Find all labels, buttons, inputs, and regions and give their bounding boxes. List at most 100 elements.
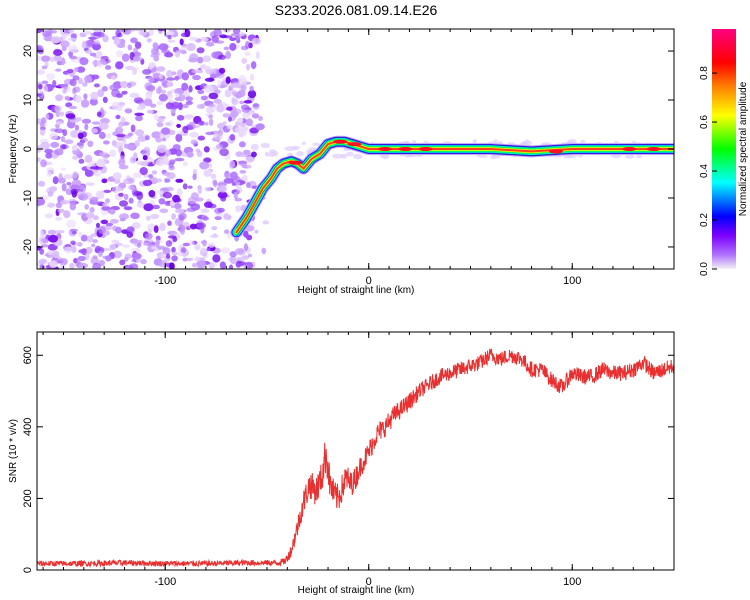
noise-blob bbox=[82, 82, 88, 87]
noise-blob bbox=[213, 233, 218, 238]
snr-x-tick-label: 0 bbox=[366, 576, 372, 588]
noise-blob bbox=[223, 46, 230, 51]
spectrogram-y-tick-label: 0 bbox=[22, 146, 34, 152]
noise-blob bbox=[60, 144, 67, 150]
noise-blob bbox=[54, 148, 64, 156]
snr-x-tick-label: 100 bbox=[563, 576, 581, 588]
noise-blob bbox=[249, 127, 259, 134]
noise-blob bbox=[98, 226, 106, 235]
noise-blob bbox=[175, 178, 184, 183]
noise-blob bbox=[234, 126, 243, 134]
noise-blob bbox=[44, 213, 54, 219]
noise-blob bbox=[105, 198, 110, 204]
noise-blob bbox=[214, 89, 221, 94]
noise-blob bbox=[162, 191, 173, 199]
noise-blob bbox=[250, 61, 257, 70]
snr-frame bbox=[36, 331, 675, 571]
ridge-peak bbox=[548, 149, 563, 154]
noise-blob bbox=[110, 75, 116, 81]
noise-blob bbox=[204, 122, 209, 126]
noise-blob bbox=[118, 192, 124, 197]
noise-blob bbox=[229, 83, 240, 88]
noise-blob bbox=[234, 197, 243, 202]
noise-blob bbox=[109, 218, 119, 224]
noise-blob bbox=[79, 57, 89, 66]
noise-blob bbox=[38, 180, 46, 187]
noise-blob bbox=[93, 197, 98, 203]
noise-blob bbox=[241, 128, 248, 136]
noise-blob bbox=[129, 29, 136, 32]
noise-blob bbox=[243, 100, 253, 104]
noise-blob bbox=[76, 66, 86, 73]
noise-blob bbox=[205, 41, 215, 47]
noise-blob bbox=[128, 197, 134, 204]
noise-blob bbox=[239, 141, 246, 148]
noise-blob bbox=[49, 132, 59, 141]
noise-blob bbox=[92, 59, 102, 67]
noise-blob bbox=[567, 140, 572, 144]
noise-blob bbox=[126, 231, 134, 238]
noise-blob bbox=[115, 114, 121, 120]
noise-blob bbox=[179, 226, 186, 235]
noise-blob bbox=[217, 101, 223, 108]
spectrogram-ridge-layer bbox=[230, 135, 674, 239]
noise-blob bbox=[97, 158, 105, 163]
noise-blob bbox=[147, 223, 156, 231]
noise-blob bbox=[74, 124, 80, 131]
noise-blob bbox=[146, 85, 156, 92]
noise-blob bbox=[143, 174, 150, 178]
noise-blob bbox=[105, 65, 112, 70]
ridge-peak bbox=[622, 147, 637, 151]
noise-blob bbox=[134, 129, 145, 137]
noise-blob bbox=[174, 75, 179, 81]
noise-blob bbox=[219, 34, 228, 39]
noise-blob bbox=[60, 136, 66, 142]
noise-blob bbox=[264, 151, 269, 157]
noise-blob bbox=[197, 121, 206, 126]
noise-blob bbox=[186, 207, 197, 212]
noise-blob bbox=[175, 92, 180, 98]
noise-blob bbox=[95, 51, 103, 59]
noise-blob bbox=[77, 77, 83, 85]
noise-blob bbox=[477, 154, 489, 158]
colorbar-tick-label: 0.8 bbox=[699, 66, 710, 80]
noise-blob bbox=[131, 252, 142, 260]
noise-blob bbox=[143, 203, 154, 212]
noise-blob bbox=[96, 190, 101, 197]
noise-blob bbox=[124, 253, 132, 260]
noise-blob bbox=[233, 191, 238, 199]
noise-blob bbox=[185, 96, 194, 102]
noise-blob bbox=[92, 215, 99, 221]
snr-x-tick-label: -100 bbox=[154, 576, 176, 588]
noise-blob bbox=[46, 72, 56, 81]
noise-blob bbox=[102, 34, 109, 43]
noise-blob bbox=[204, 187, 212, 192]
noise-blob bbox=[239, 100, 245, 105]
noise-blob bbox=[85, 182, 95, 186]
noise-blob bbox=[176, 188, 183, 197]
noise-blob bbox=[203, 84, 214, 93]
noise-blob bbox=[55, 68, 62, 72]
noise-blob bbox=[231, 182, 236, 186]
noise-blob bbox=[232, 91, 241, 97]
noise-blob bbox=[120, 80, 129, 89]
noise-blob bbox=[84, 123, 89, 131]
noise-blob bbox=[151, 246, 157, 250]
noise-blob bbox=[218, 184, 228, 193]
noise-blob bbox=[208, 103, 216, 108]
noise-blob bbox=[244, 156, 255, 164]
noise-blob bbox=[192, 263, 197, 268]
noise-blob bbox=[171, 71, 177, 76]
noise-blob bbox=[105, 255, 112, 262]
noise-blob bbox=[63, 174, 73, 180]
noise-blob bbox=[126, 144, 136, 150]
noise-blob bbox=[165, 31, 175, 36]
noise-blob bbox=[37, 198, 45, 206]
noise-blob bbox=[39, 121, 45, 129]
noise-blob bbox=[70, 188, 79, 195]
noise-blob bbox=[151, 49, 158, 55]
noise-blob bbox=[189, 53, 199, 62]
noise-blob bbox=[92, 239, 98, 244]
noise-blob bbox=[169, 200, 176, 207]
noise-blob bbox=[40, 55, 51, 62]
